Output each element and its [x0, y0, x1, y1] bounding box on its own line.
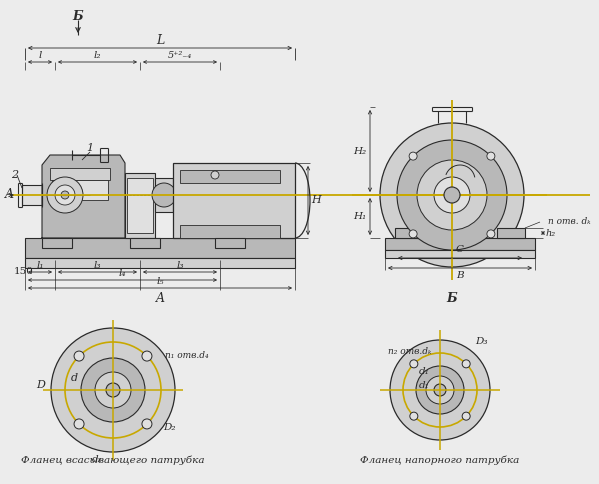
- Bar: [155, 178, 173, 212]
- Circle shape: [397, 140, 507, 250]
- Circle shape: [51, 328, 175, 452]
- Text: 2: 2: [11, 170, 19, 180]
- Text: Б: Б: [72, 10, 83, 22]
- Bar: [180, 170, 280, 183]
- Text: A: A: [5, 188, 14, 201]
- Text: l₄: l₄: [118, 269, 126, 277]
- Text: D: D: [36, 380, 45, 390]
- Circle shape: [410, 412, 418, 420]
- Circle shape: [47, 177, 83, 213]
- Circle shape: [74, 419, 84, 429]
- Text: Б: Б: [447, 291, 457, 304]
- Circle shape: [434, 384, 446, 396]
- Circle shape: [81, 358, 145, 422]
- Bar: [130, 238, 160, 248]
- Text: Фланец напорного патрубка: Фланец напорного патрубка: [361, 455, 519, 465]
- Circle shape: [61, 191, 69, 199]
- Circle shape: [426, 376, 454, 404]
- Circle shape: [410, 360, 418, 368]
- Text: H: H: [311, 195, 321, 205]
- Polygon shape: [42, 155, 125, 238]
- Text: L: L: [156, 34, 164, 47]
- Circle shape: [390, 340, 490, 440]
- Text: d₁: d₁: [419, 380, 430, 390]
- Text: 150: 150: [14, 268, 34, 276]
- Bar: [52, 180, 108, 200]
- Circle shape: [152, 183, 176, 207]
- Text: n₁ отв.d₄: n₁ отв.d₄: [165, 350, 208, 360]
- Circle shape: [417, 160, 487, 230]
- Text: d₁: d₁: [419, 367, 430, 377]
- Bar: [25, 258, 295, 268]
- Text: D₃: D₃: [475, 337, 488, 347]
- Circle shape: [211, 171, 219, 179]
- Bar: [22, 185, 42, 205]
- Circle shape: [444, 187, 460, 203]
- Text: d₂: d₂: [92, 455, 103, 464]
- Text: 1: 1: [86, 143, 93, 153]
- Text: n₂ отв.dₖ: n₂ отв.dₖ: [388, 348, 431, 357]
- Bar: [395, 228, 423, 238]
- Bar: [125, 173, 155, 238]
- Text: D₂: D₂: [163, 424, 176, 433]
- Bar: [25, 238, 295, 258]
- Text: A: A: [156, 291, 165, 304]
- Circle shape: [462, 412, 470, 420]
- Circle shape: [95, 372, 131, 408]
- Circle shape: [55, 185, 75, 205]
- Text: l: l: [38, 50, 42, 60]
- Text: l₁: l₁: [37, 260, 44, 270]
- Text: l₂: l₂: [93, 50, 101, 60]
- Text: 5⁺²₋₄: 5⁺²₋₄: [168, 50, 192, 60]
- Bar: [497, 228, 525, 238]
- Circle shape: [487, 230, 495, 238]
- Text: h₂: h₂: [546, 228, 556, 238]
- Circle shape: [416, 366, 464, 414]
- Text: l₃: l₃: [176, 260, 184, 270]
- Circle shape: [74, 351, 84, 361]
- Bar: [180, 225, 280, 238]
- Bar: [385, 250, 535, 258]
- Circle shape: [462, 360, 470, 368]
- Bar: [173, 163, 295, 238]
- Circle shape: [142, 419, 152, 429]
- Bar: [127, 178, 153, 233]
- Circle shape: [380, 123, 524, 267]
- Bar: [42, 238, 72, 248]
- Text: C: C: [456, 245, 464, 255]
- Text: B: B: [456, 272, 464, 281]
- Text: d: d: [71, 373, 78, 383]
- Bar: [50, 168, 110, 180]
- Bar: [215, 238, 245, 248]
- Circle shape: [106, 383, 120, 397]
- Circle shape: [409, 152, 417, 160]
- Circle shape: [142, 351, 152, 361]
- Text: Фланец всасывающего патрубка: Фланец всасывающего патрубка: [21, 455, 205, 465]
- Circle shape: [409, 230, 417, 238]
- Circle shape: [434, 177, 470, 213]
- Circle shape: [487, 152, 495, 160]
- Text: H₂: H₂: [353, 147, 367, 155]
- Text: l₅: l₅: [156, 276, 164, 286]
- Text: n отв. dₖ: n отв. dₖ: [548, 217, 591, 227]
- Text: H₁: H₁: [353, 212, 367, 221]
- Bar: [385, 238, 535, 250]
- Text: l₃: l₃: [93, 260, 101, 270]
